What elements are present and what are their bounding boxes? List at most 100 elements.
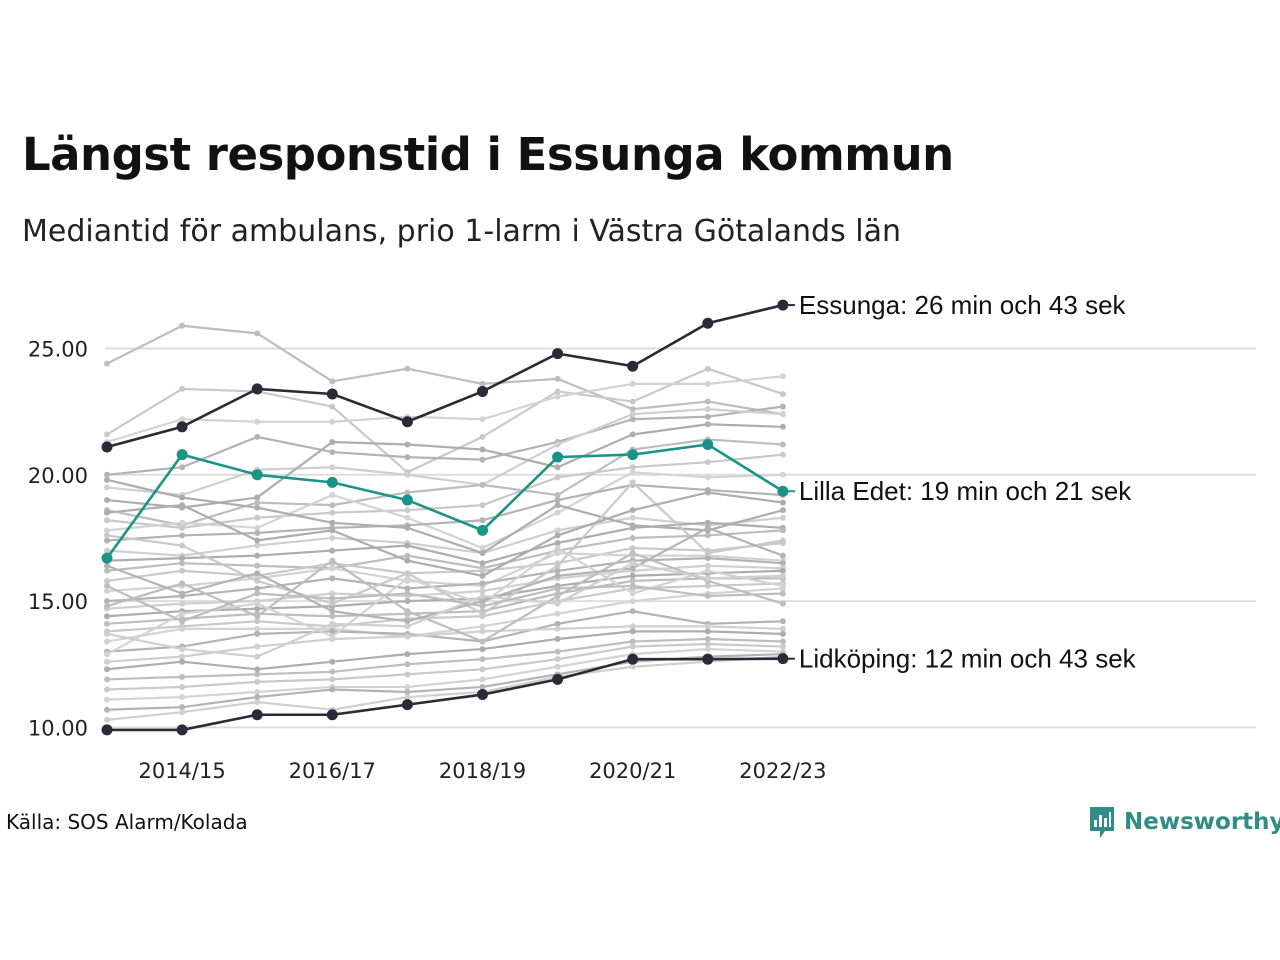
background-series-line: [106, 557, 783, 603]
background-series-point: [704, 623, 711, 630]
background-series-point: [179, 524, 186, 531]
background-series-point: [704, 575, 711, 582]
background-series-point: [254, 613, 261, 620]
background-series-point: [179, 322, 186, 329]
background-series-point: [704, 524, 711, 531]
background-series-point: [479, 656, 486, 663]
background-series-point: [704, 582, 711, 589]
background-series-point: [554, 620, 561, 627]
x-axis-ticks: 2014/15 2016/17 2018/19 2020/21 2022/23: [138, 759, 826, 783]
background-series-point: [404, 618, 411, 625]
background-series-point: [104, 567, 110, 574]
newsworthy-bar-chart-icon: [1090, 807, 1114, 838]
background-series-line: [106, 521, 783, 565]
background-series-point: [704, 380, 711, 387]
background-series-line: [106, 647, 783, 701]
end-labels: Essunga: 26 min och 43 sek Lilla Edet: 19…: [782, 290, 1137, 674]
background-series-point: [254, 671, 261, 678]
series-point-lidk-ping: [552, 673, 564, 685]
background-series-point: [704, 562, 711, 569]
background-series-point: [329, 519, 336, 526]
background-series-point: [629, 514, 636, 521]
background-series-point: [629, 572, 636, 579]
background-series-line: [106, 483, 783, 542]
series-point-lilla-edet: [477, 524, 488, 536]
background-series-point: [104, 603, 110, 610]
background-series-point: [179, 704, 186, 711]
background-series-point: [104, 587, 110, 594]
background-series-point: [704, 628, 711, 635]
background-series-point: [404, 683, 411, 690]
background-series-line: [106, 637, 783, 681]
series-point-lidk-ping: [702, 653, 714, 665]
background-series-point: [629, 416, 636, 423]
x-tick-label: 2016/17: [289, 759, 376, 783]
background-series-point: [329, 378, 336, 385]
background-series-point: [554, 663, 561, 670]
background-series-point: [179, 653, 186, 660]
background-series-line: [106, 587, 783, 643]
background-series-point: [779, 600, 786, 607]
background-series-point: [779, 618, 786, 625]
background-series-point: [704, 406, 711, 413]
background-series-point: [404, 623, 411, 630]
background-series-point: [254, 504, 261, 511]
background-series-point: [629, 582, 636, 589]
background-series-point: [104, 630, 110, 637]
background-series-point: [779, 537, 786, 544]
background-series-point: [179, 673, 186, 680]
background-series-point: [554, 375, 561, 382]
series-point-lidk-ping: [101, 724, 113, 736]
background-series-point: [104, 666, 110, 673]
background-series-point: [779, 567, 786, 574]
background-series-point: [479, 593, 486, 600]
series-point-essunga: [552, 348, 564, 360]
background-series-point: [179, 464, 186, 471]
background-series-line: [106, 491, 784, 577]
background-series-point: [329, 628, 336, 635]
background-series-point: [329, 449, 336, 456]
y-tick-label: 15.00: [28, 590, 88, 614]
series-point-essunga: [401, 416, 413, 428]
background-series-point: [779, 625, 786, 632]
background-series-point: [554, 562, 561, 569]
background-series-point: [104, 582, 110, 589]
background-series-point: [254, 694, 261, 701]
background-series-point: [479, 666, 486, 673]
background-series-point: [254, 577, 261, 584]
background-series-point: [179, 683, 186, 690]
background-series-point: [704, 398, 711, 405]
background-series-point: [329, 534, 336, 541]
background-series-point: [179, 618, 186, 625]
background-series-point: [779, 514, 786, 521]
background-series-point: [704, 555, 711, 562]
background-series-point: [704, 550, 711, 557]
background-series-point: [329, 600, 336, 607]
background-series-point: [104, 360, 110, 367]
background-series-point: [554, 502, 561, 509]
background-series-point: [479, 623, 486, 630]
background-series-point: [779, 390, 786, 397]
background-series-point: [104, 537, 110, 544]
series-point-lilla-edet: [101, 552, 113, 564]
series-point-essunga: [627, 360, 639, 372]
background-series-point: [404, 689, 411, 696]
background-series-point: [554, 572, 561, 579]
background-series-line: [106, 630, 783, 671]
series-point-lidk-ping: [251, 709, 263, 721]
background-series-point: [104, 476, 110, 483]
background-series-point: [554, 610, 561, 617]
background-series-point: [704, 365, 711, 372]
background-series-point: [104, 431, 110, 438]
background-series-point: [329, 464, 336, 471]
background-series-line: [106, 367, 784, 474]
background-series-point: [779, 423, 786, 430]
background-series-point: [254, 537, 261, 544]
background-series-point: [704, 646, 711, 653]
background-series-point: [254, 433, 261, 440]
background-series-point: [479, 587, 486, 594]
background-series-point: [629, 411, 636, 418]
background-series-point: [629, 577, 636, 584]
background-series-point: [629, 628, 636, 635]
background-series-point: [479, 456, 486, 463]
